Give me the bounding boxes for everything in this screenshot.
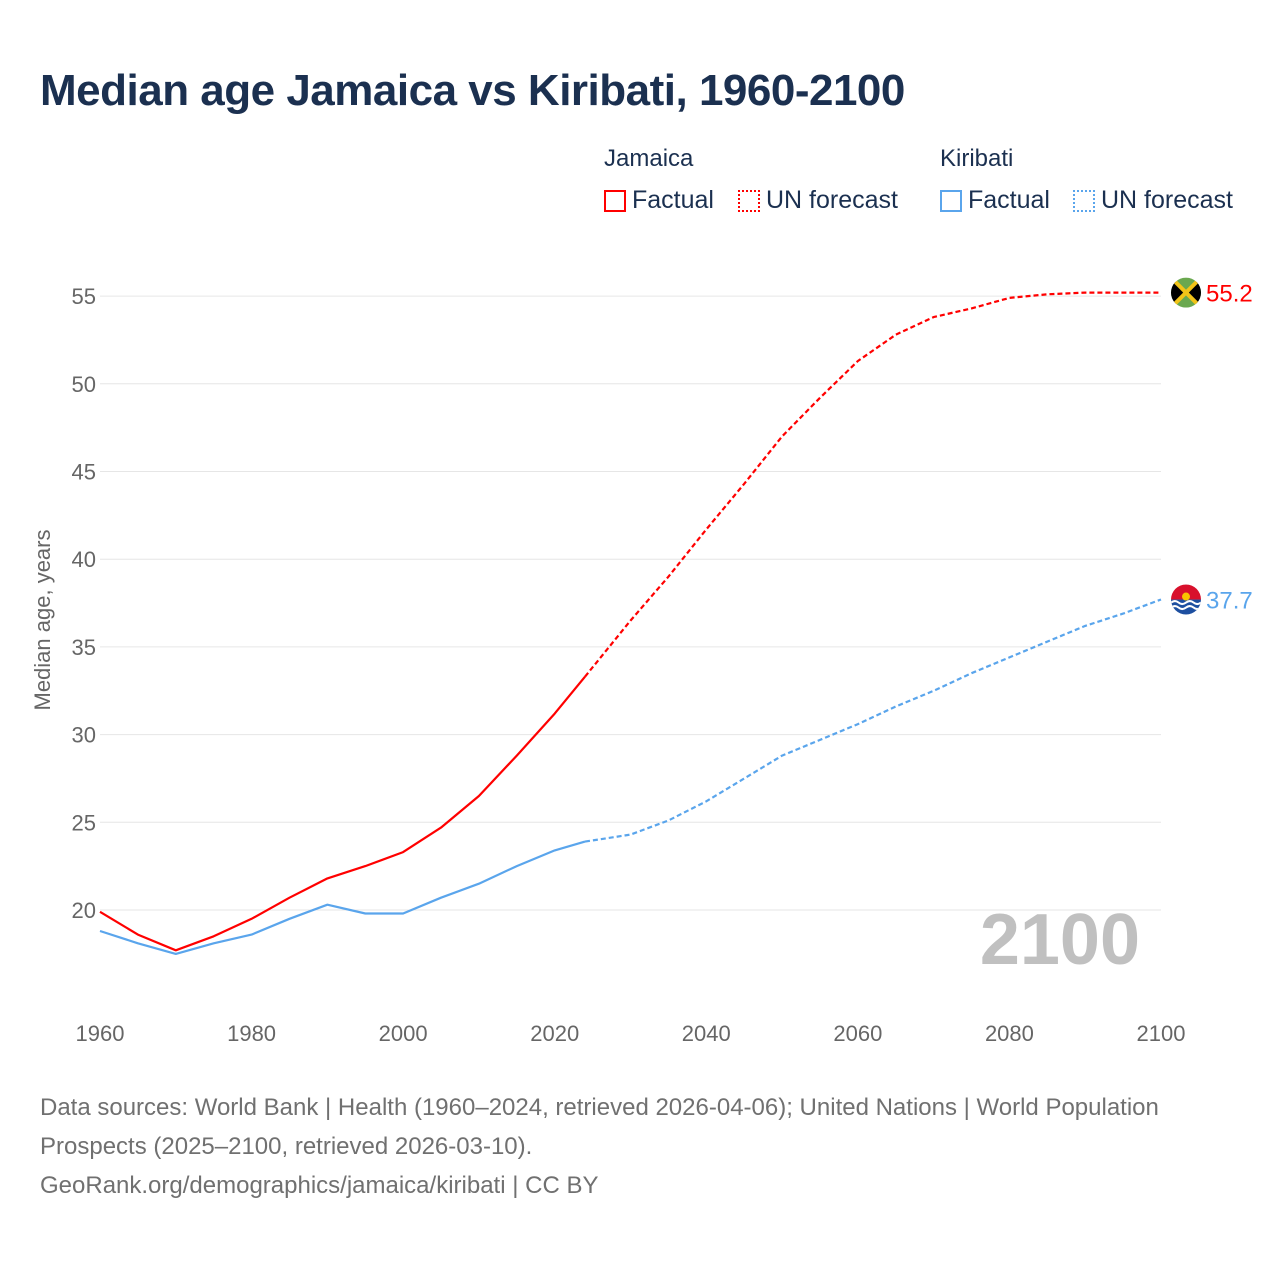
series-line-jamaica-factual [99,676,586,952]
dotted-swatch-icon [1073,189,1095,212]
x-tick-label: 1960 [76,1021,125,1046]
attribution-link[interactable]: GeoRank.org/demographics/jamaica/kiribat… [40,1172,599,1199]
y-axis-label: Median age, years [30,530,55,711]
data-sources: Data sources: World Bank | Health (1960–… [40,1094,1159,1160]
y-tick-label: 35 [72,635,96,660]
x-tick-label: 2020 [530,1021,579,1046]
y-tick-label: 30 [72,723,96,748]
legend-kiribati-forecast[interactable]: UN forecast [1073,186,1233,215]
legend-label: UN forecast [1101,186,1233,214]
legend-jamaica-forecast[interactable]: UN forecast [738,186,898,215]
y-tick-label: 50 [72,372,96,397]
x-tick-label: 2000 [379,1021,428,1046]
legend-label: UN forecast [766,186,898,214]
x-tick-label: 2040 [682,1021,731,1046]
legend-label: Factual [632,186,714,214]
legend-kiribati-factual[interactable]: Factual [940,186,1050,215]
solid-swatch-icon [940,189,962,212]
y-tick-label: 25 [72,810,96,835]
x-tick-label: 2060 [833,1021,882,1046]
end-label-kiribati: 37.7 [1206,588,1253,615]
y-tick-label: 40 [72,547,96,572]
dotted-swatch-icon [738,189,760,212]
legend-jamaica-factual[interactable]: Factual [604,186,714,215]
legend-group-jamaica: Jamaica [604,145,694,172]
kiribati-flag-icon [1171,584,1201,615]
series-line-kiribati-factual [99,840,586,955]
y-tick-label: 20 [72,898,96,923]
chart-title: Median age Jamaica vs Kiribati, 1960-210… [40,66,905,115]
year-watermark: 2100 [980,900,1140,980]
solid-swatch-icon [604,189,626,212]
line-chart: 20 25 30 35 40 45 50 55 1960 1980 2000 2020 2040 2060… [30,277,1253,1046]
y-tick-label: 55 [72,284,96,309]
legend-group-kiribati: Kiribati [940,145,1014,172]
jamaica-flag-icon [1171,277,1201,308]
x-tick-label: 1980 [227,1021,276,1046]
series-line-kiribati-un-forecast [584,598,1162,843]
end-label-jamaica: 55.2 [1206,281,1253,308]
legend-label: Factual [968,186,1050,214]
series-line-jamaica-un-forecast [584,291,1161,678]
x-tick-label: 2080 [985,1021,1034,1046]
x-tick-label: 2100 [1137,1021,1186,1046]
footer: Data sources: World Bank | Health (1960–… [40,1088,1220,1205]
y-tick-label: 45 [72,460,96,485]
